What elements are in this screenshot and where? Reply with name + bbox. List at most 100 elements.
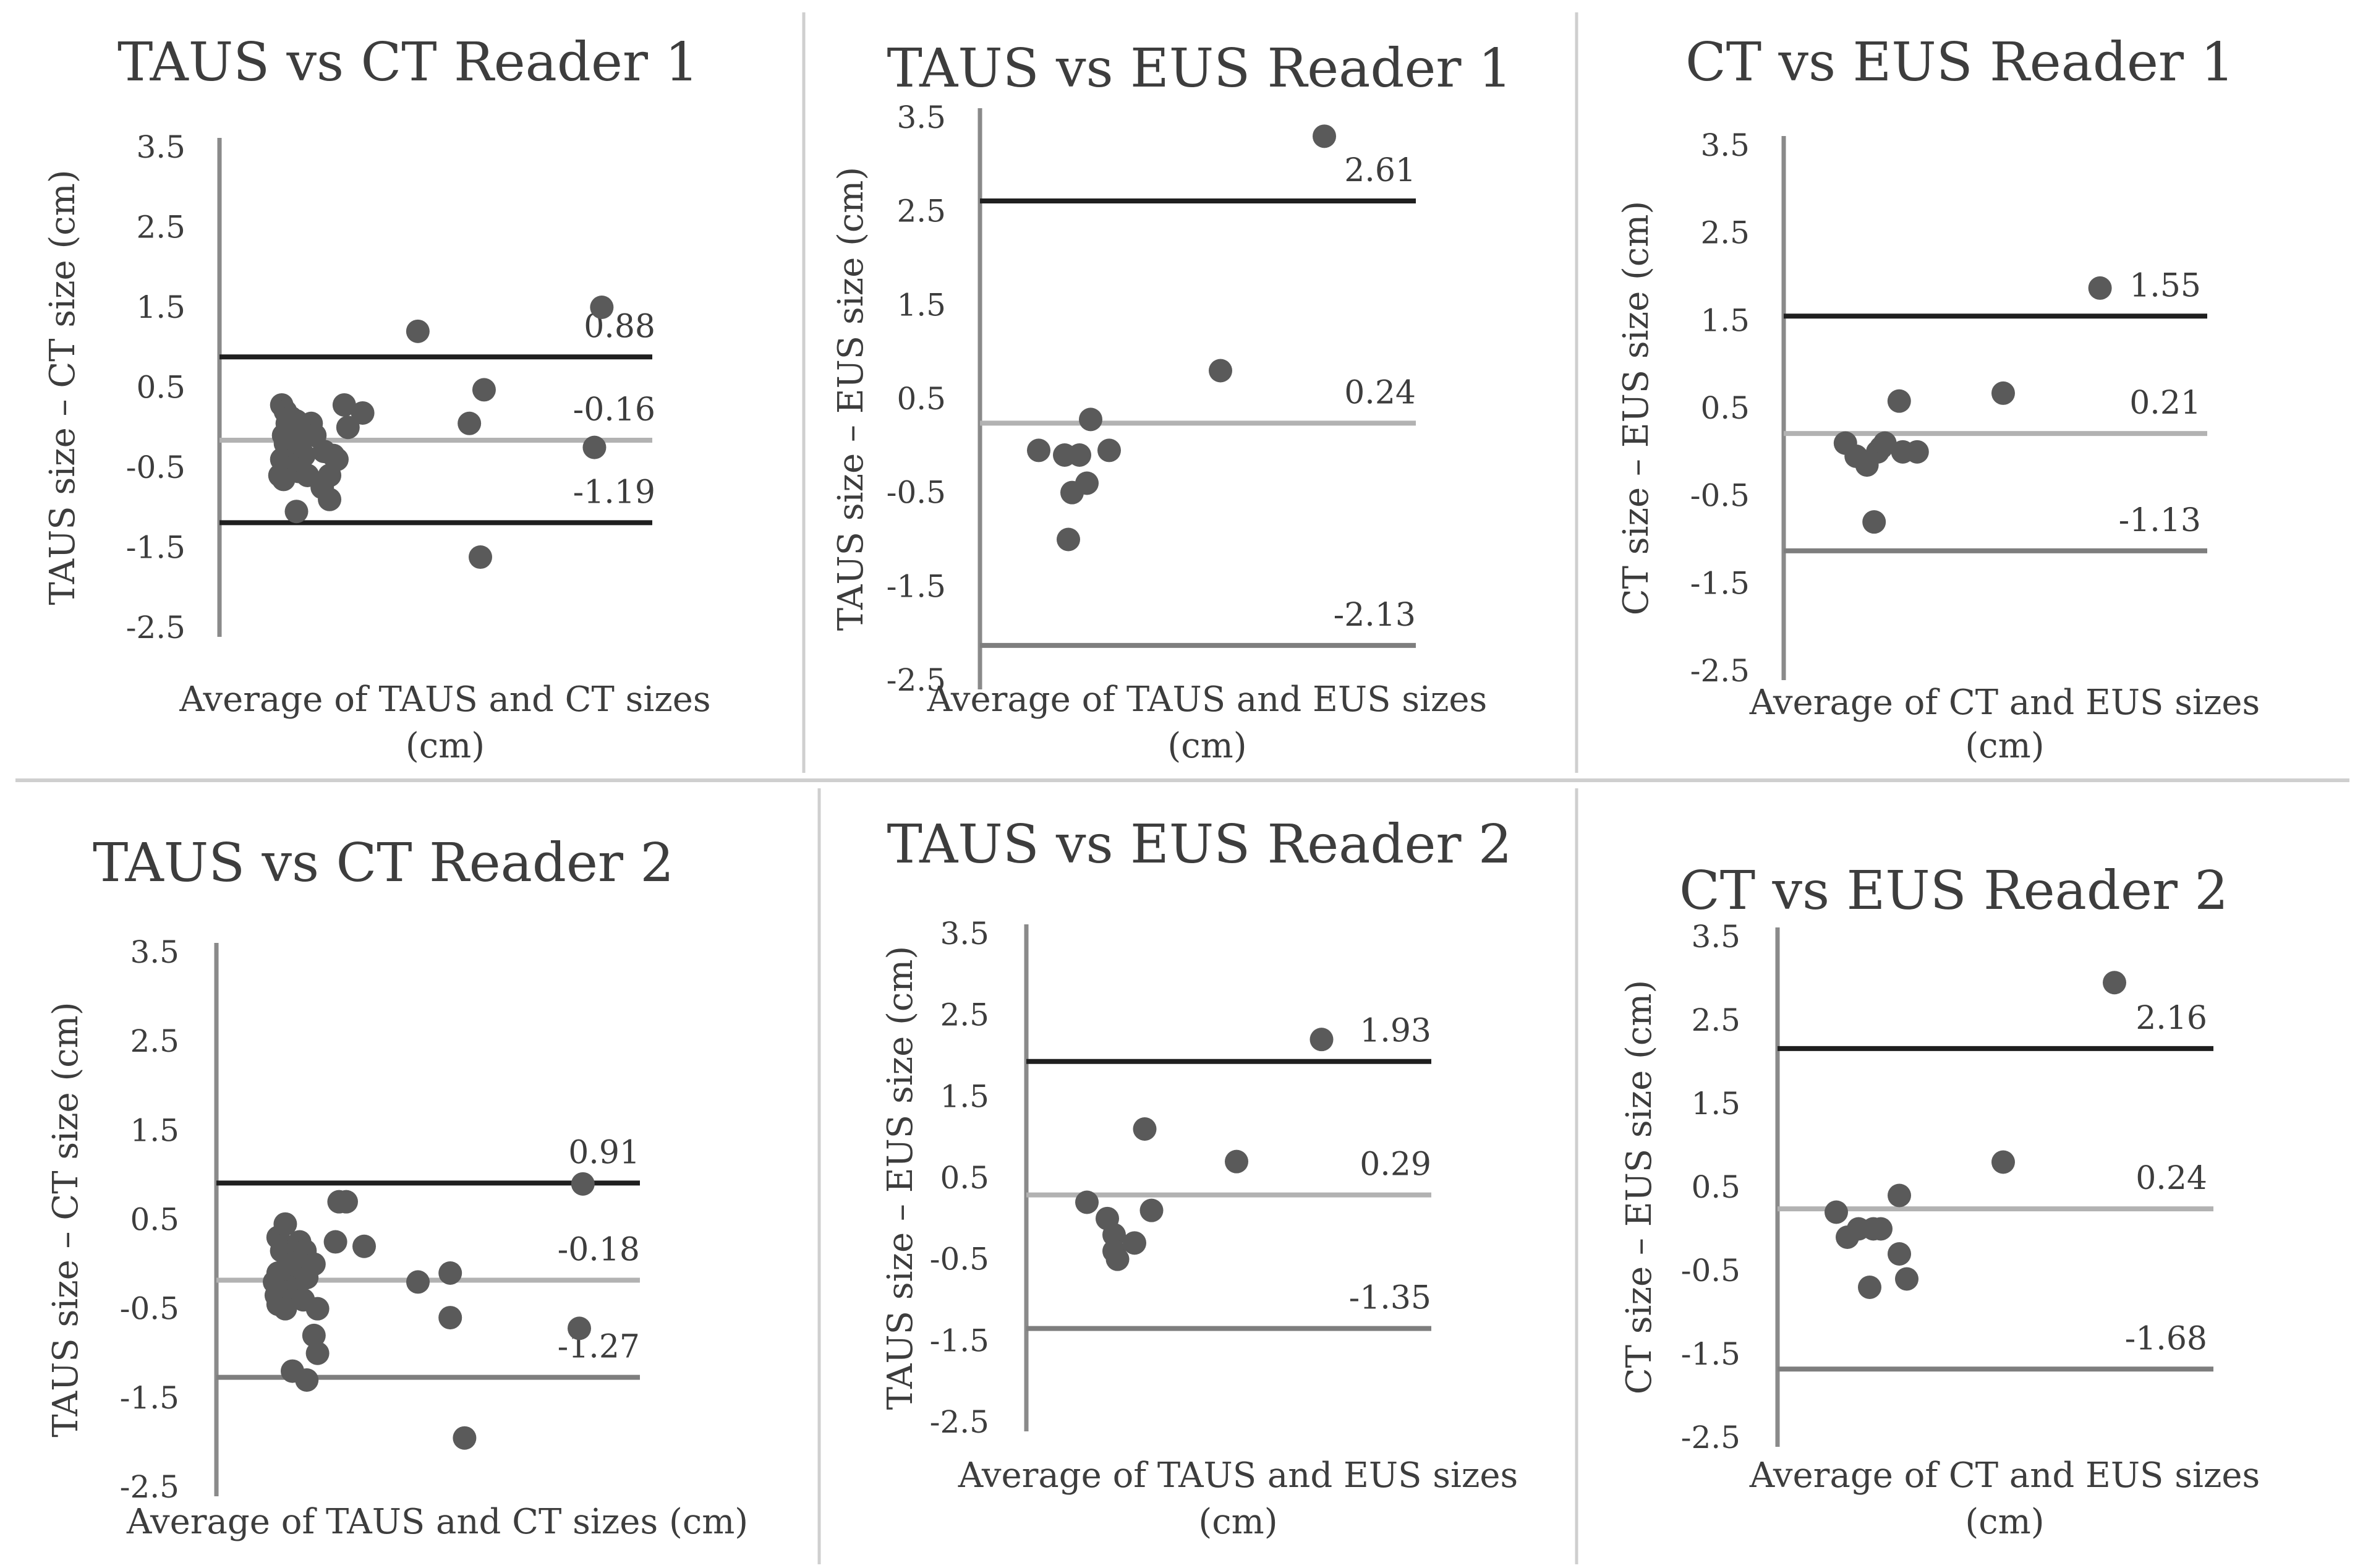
data-point bbox=[571, 1172, 595, 1196]
data-point bbox=[295, 1368, 319, 1392]
panel-dividers bbox=[15, 12, 2349, 1564]
lower-limit-label: -2.13 bbox=[1334, 597, 1416, 634]
data-point bbox=[302, 1252, 326, 1276]
upper-limit-label: 2.61 bbox=[1344, 152, 1416, 189]
y-tick-label: 2.5 bbox=[130, 1023, 179, 1059]
y-tick-label: -0.5 bbox=[887, 475, 946, 511]
lower-limit-label: -1.13 bbox=[2119, 502, 2201, 539]
chart-title: TAUS vs EUS Reader 2 bbox=[887, 814, 1512, 876]
data-point bbox=[1139, 1198, 1164, 1222]
chart-panel-2: TAUS vs EUS Reader 13.5 2.5 1.5 0.5 -0.5 -1.5… bbox=[831, 38, 1512, 766]
data-point bbox=[1873, 431, 1897, 455]
data-point bbox=[284, 500, 309, 524]
data-point bbox=[2088, 276, 2112, 300]
data-point bbox=[1887, 389, 1911, 413]
y-axis-label: TAUS size – EUS size (cm) bbox=[831, 167, 871, 631]
y-tick-label: -2.5 bbox=[126, 610, 185, 646]
data-point bbox=[1313, 124, 1336, 148]
data-point bbox=[323, 1230, 347, 1254]
x-axis-label: Average of CT and EUS sizes bbox=[1749, 683, 2260, 723]
y-tick-label: 2.5 bbox=[896, 194, 946, 229]
y-tick-label: 0.5 bbox=[130, 1202, 179, 1238]
y-tick-label: 1.5 bbox=[940, 1078, 989, 1114]
y-tick-label: 2.5 bbox=[940, 997, 989, 1033]
y-tick-label: 0.5 bbox=[896, 381, 946, 417]
data-point bbox=[1858, 1276, 1881, 1299]
data-point bbox=[305, 1297, 330, 1321]
data-point bbox=[1057, 527, 1080, 552]
x-axis-label: (cm) bbox=[1198, 1502, 1277, 1542]
data-point bbox=[1133, 1117, 1157, 1141]
y-axis-label: CT size – EUS size (cm) bbox=[1619, 980, 1659, 1394]
data-point bbox=[1888, 1183, 1911, 1208]
x-axis-label: Average of TAUS and EUS sizes bbox=[927, 680, 1488, 720]
upper-limit-label: 0.91 bbox=[568, 1134, 640, 1171]
lower-limit-label: -1.68 bbox=[2125, 1320, 2207, 1357]
y-tick-label: -0.5 bbox=[126, 450, 185, 485]
data-point bbox=[332, 393, 356, 417]
data-point bbox=[1225, 1149, 1248, 1174]
x-axis-label: Average of TAUS and CT sizes (cm) bbox=[126, 1502, 748, 1542]
data-point bbox=[1075, 1190, 1099, 1214]
data-point bbox=[1068, 443, 1091, 467]
y-tick-label: -1.5 bbox=[126, 530, 185, 566]
y-tick-label: 3.5 bbox=[1691, 919, 1740, 955]
data-point bbox=[325, 448, 349, 472]
y-tick-label: -1.5 bbox=[887, 568, 946, 604]
data-point bbox=[1825, 1200, 1848, 1224]
x-axis-label: (cm) bbox=[1167, 726, 1246, 766]
y-tick-label: 3.5 bbox=[130, 934, 179, 970]
upper-limit-label: 1.55 bbox=[2129, 267, 2201, 304]
data-point bbox=[1310, 1028, 1334, 1052]
data-point bbox=[2103, 971, 2126, 995]
data-point bbox=[1888, 1242, 1911, 1266]
y-tick-label: -2.5 bbox=[887, 662, 946, 698]
y-axis-label: CT size – EUS size (cm) bbox=[1616, 201, 1656, 615]
data-point bbox=[568, 1316, 591, 1340]
x-axis-label: Average of TAUS and EUS sizes bbox=[958, 1455, 1518, 1496]
data-point bbox=[438, 1261, 462, 1285]
data-point bbox=[1123, 1231, 1146, 1255]
data-point bbox=[1905, 440, 1929, 464]
y-tick-label: 2.5 bbox=[1691, 1002, 1740, 1038]
y-axis-label: TAUS size – EUS size (cm) bbox=[880, 946, 921, 1410]
y-axis-label: TAUS size – CT size (cm) bbox=[43, 169, 83, 605]
upper-limit-label: 1.93 bbox=[1360, 1013, 1431, 1050]
data-point bbox=[1991, 1150, 2015, 1174]
data-point bbox=[1869, 1217, 1893, 1241]
data-point bbox=[469, 545, 492, 569]
chart-panel-4: TAUS vs CT Reader 2 3.5 2.5 1.5 0.5 -0.5 -1.5 -… bbox=[46, 832, 748, 1542]
mean-limit-label: 0.24 bbox=[2136, 1160, 2207, 1197]
y-tick-label: 1.5 bbox=[1691, 1086, 1740, 1122]
x-axis-label: (cm) bbox=[1965, 726, 2044, 766]
data-point bbox=[336, 415, 360, 440]
data-point bbox=[273, 1297, 297, 1321]
y-tick-label: -1.5 bbox=[120, 1380, 179, 1416]
x-axis-label: Average of TAUS and CT sizes bbox=[179, 680, 710, 720]
y-tick-label: 3.5 bbox=[136, 129, 185, 165]
chart-title: TAUS vs CT Reader 1 bbox=[117, 32, 699, 93]
y-tick-label: 3.5 bbox=[1700, 127, 1750, 163]
y-tick-label: -2.5 bbox=[930, 1404, 989, 1440]
data-point bbox=[1105, 1247, 1130, 1271]
y-tick-label: -2.5 bbox=[1690, 653, 1750, 689]
upper-limit-label: 2.16 bbox=[2136, 1000, 2207, 1037]
data-point bbox=[305, 1341, 330, 1365]
data-point bbox=[334, 1190, 358, 1214]
y-tick-label: 2.5 bbox=[1700, 215, 1750, 251]
y-tick-label: 0.5 bbox=[136, 370, 185, 406]
chart-title: CT vs EUS Reader 2 bbox=[1679, 860, 2228, 922]
x-axis-label: Average of CT and EUS sizes bbox=[1749, 1455, 2260, 1496]
data-point bbox=[1097, 438, 1121, 462]
mean-limit-label: -0.18 bbox=[558, 1232, 640, 1269]
y-tick-label: -0.5 bbox=[1690, 478, 1750, 514]
x-axis-label: (cm) bbox=[406, 726, 485, 766]
data-point bbox=[438, 1306, 462, 1330]
chart-panel-6: CT vs EUS Reader 23.5 2.5 1.5 0.5 -0.5 -1.5 -2… bbox=[1619, 860, 2260, 1542]
y-axis-label: TAUS size – CT size (cm) bbox=[46, 1002, 86, 1437]
data-point bbox=[352, 1234, 376, 1258]
mean-limit-label: 0.24 bbox=[1344, 374, 1416, 411]
data-point bbox=[302, 1323, 326, 1347]
chart-title: TAUS vs CT Reader 2 bbox=[93, 832, 674, 894]
mean-limit-label: 0.29 bbox=[1360, 1146, 1431, 1183]
